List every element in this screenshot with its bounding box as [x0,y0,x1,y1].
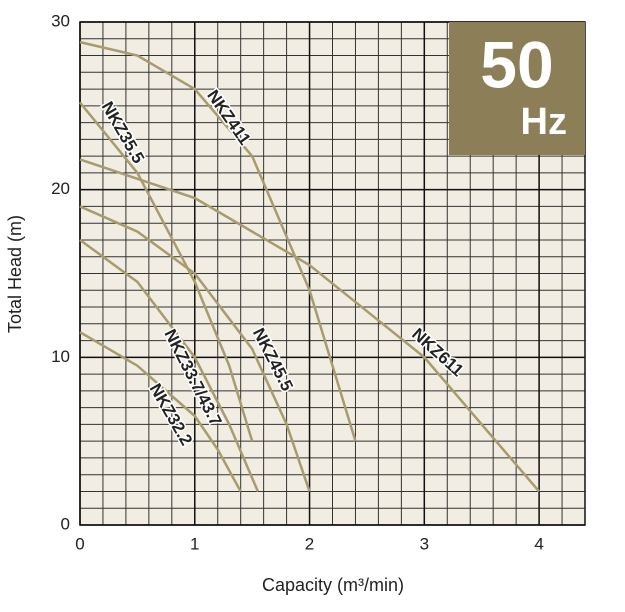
y-tick-label: 30 [51,11,70,30]
y-tick-label: 0 [61,514,70,533]
y-tick-label: 10 [51,347,70,366]
badge [449,22,585,155]
curve [79,238,260,492]
curve [79,331,242,493]
curve [79,40,357,442]
x-tick-label: 4 [534,534,543,553]
x-tick-label: 1 [190,534,199,553]
badge-unit: Hz [521,101,567,143]
curve [79,205,311,492]
x-axis-label: Capacity (m³/min) [262,575,404,595]
curve [79,101,254,442]
plot-frame [79,21,586,526]
x-tick-label: 2 [305,534,314,553]
x-tick-label: 3 [420,534,429,553]
x-tick-label: 0 [75,534,84,553]
y-tick-label: 20 [51,179,70,198]
badge-frequency: 50 [480,27,553,101]
curve [79,158,541,493]
y-axis-label: Total Head (m) [5,215,25,333]
